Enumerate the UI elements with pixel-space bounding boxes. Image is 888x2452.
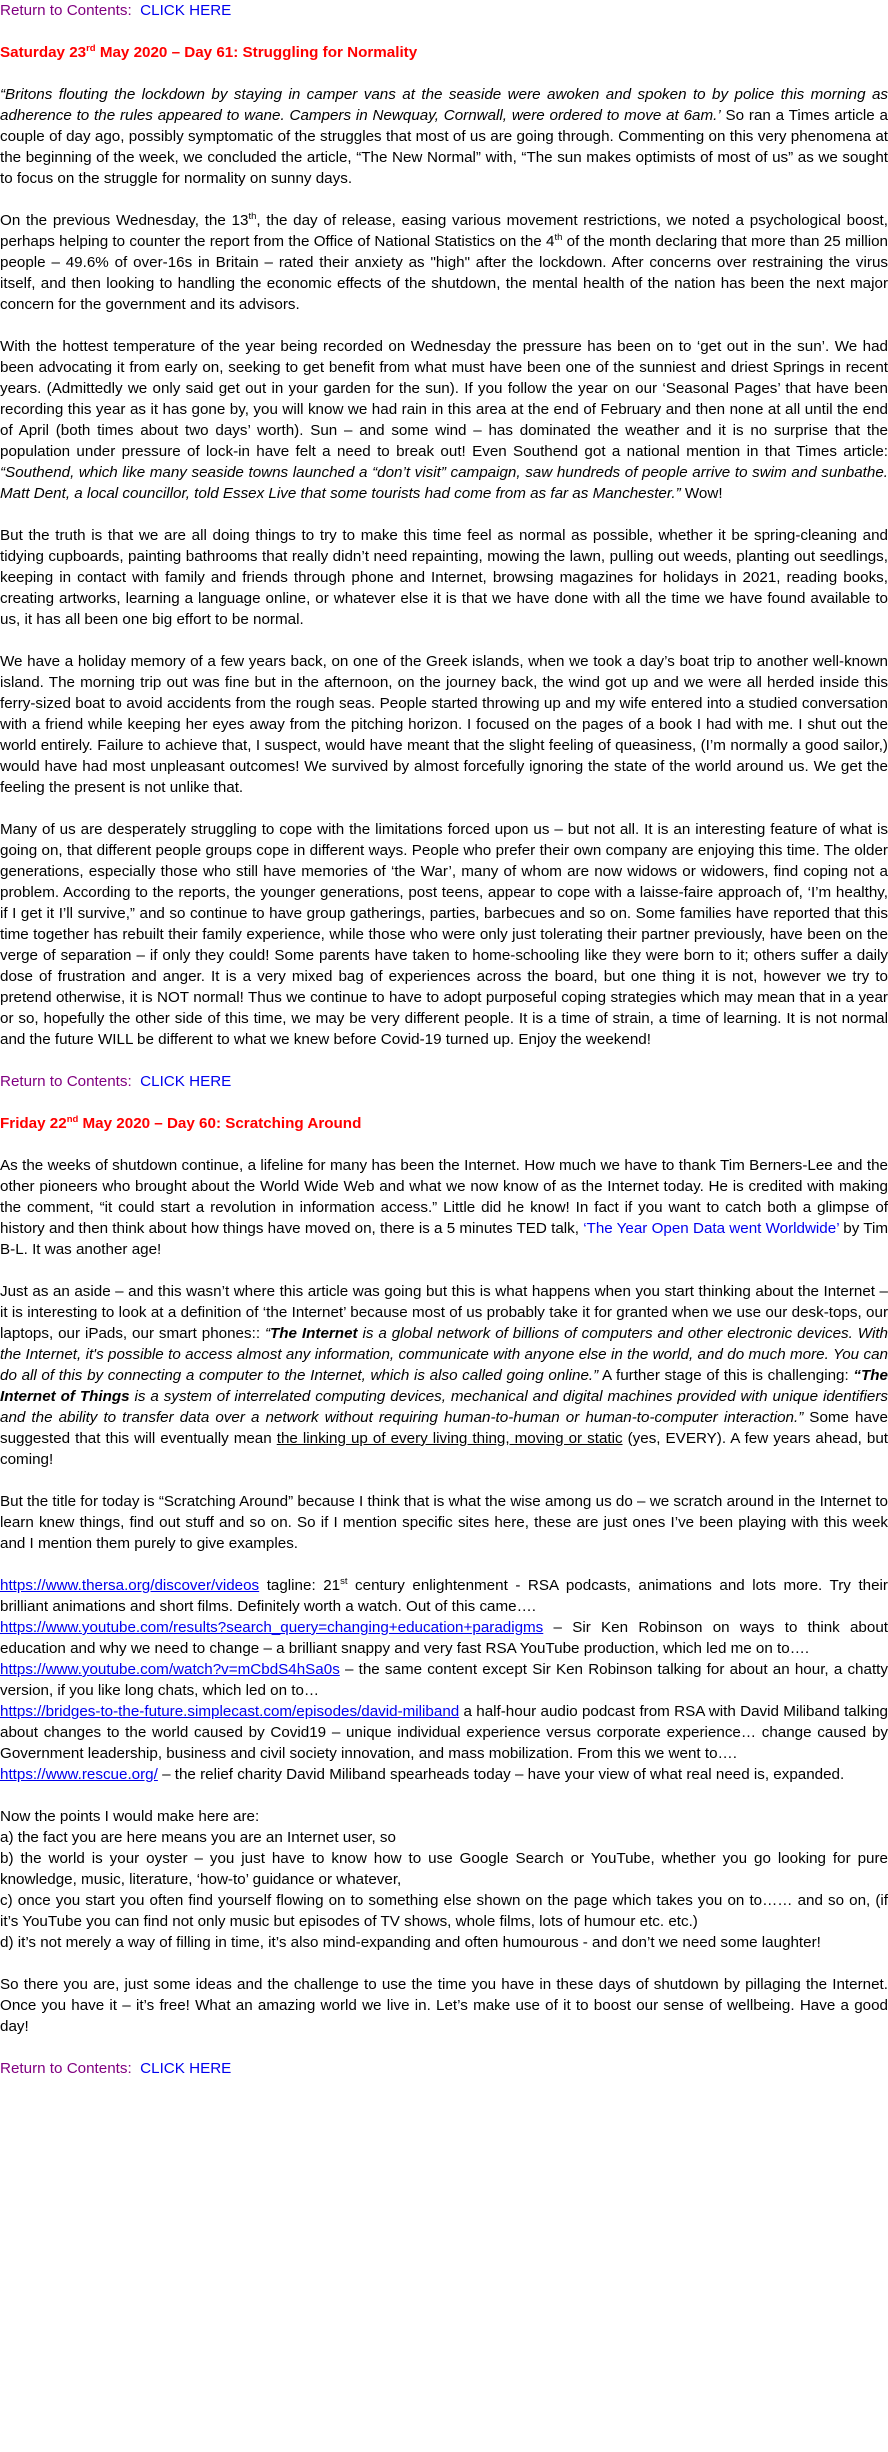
return-to-contents: Return to Contents: CLICK HERE — [0, 0, 888, 21]
document-page: Return to Contents: CLICK HERE Saturday … — [0, 0, 888, 2079]
day60-paragraph-1: As the weeks of shutdown continue, a lif… — [0, 1157, 888, 1258]
day61-paragraph-4: But the truth is that we are all doing t… — [0, 527, 888, 628]
list-item: a) the fact you are here means you are a… — [0, 1829, 396, 1846]
click-here-link[interactable]: CLICK HERE — [140, 2060, 232, 2077]
url-link[interactable]: https://www.thersa.org/discover/videos — [0, 1577, 260, 1594]
return-to-contents: Return to Contents: CLICK HERE — [0, 2058, 888, 2079]
link-item-rescue: https://www.rescue.org/ – the relief cha… — [0, 1766, 845, 1783]
list-item: c) once you start you often find yoursel… — [0, 1892, 888, 1930]
day60-paragraph-2: Just as an aside – and this wasn’t where… — [0, 1283, 888, 1468]
list-item: d) it’s not merely a way of filling in t… — [0, 1934, 821, 1951]
day61-paragraph-2: On the previous Wednesday, the 13th, the… — [0, 210, 888, 313]
day60-closing: So there you are, just some ideas and th… — [0, 1976, 888, 2035]
click-here-link[interactable]: CLICK HERE — [140, 1073, 232, 1090]
entry-title-day61: Saturday 23rd May 2020 – Day 61: Struggl… — [0, 42, 418, 61]
entry-title-day60: Friday 22nd May 2020 – Day 60: Scratchin… — [0, 1113, 362, 1132]
url-link[interactable]: https://www.rescue.org/ — [0, 1766, 158, 1783]
url-link[interactable]: https://bridges-to-the-future.simplecast… — [0, 1703, 460, 1720]
list-item: b) the world is your oyster – you just h… — [0, 1850, 888, 1888]
day61-paragraph-1: “Britons flouting the lockdown by stayin… — [0, 86, 888, 187]
url-link[interactable]: https://www.youtube.com/watch?v=mCbdS4hS… — [0, 1661, 340, 1678]
ted-talk-link[interactable]: ‘The Year Open Data went Worldwide’ — [583, 1220, 840, 1237]
day61-paragraph-3: With the hottest temperature of the year… — [0, 338, 888, 502]
points-list: a) the fact you are here means you are a… — [0, 1827, 888, 1953]
day61-paragraph-6: Many of us are desperately struggling to… — [0, 821, 888, 1048]
return-label: Return to Contents: — [0, 2060, 132, 2077]
link-item-podcast: https://bridges-to-the-future.simplecast… — [0, 1703, 888, 1762]
return-label: Return to Contents: — [0, 2, 132, 19]
link-item-rsa-videos: https://www.thersa.org/discover/videos t… — [0, 1575, 888, 1615]
click-here-link[interactable]: CLICK HERE — [140, 2, 232, 19]
return-to-contents: Return to Contents: CLICK HERE — [0, 1071, 888, 1092]
url-link[interactable]: https://www.youtube.com/results?search_q… — [0, 1619, 544, 1636]
return-label: Return to Contents: — [0, 1073, 132, 1090]
day61-paragraph-5: We have a holiday memory of a few years … — [0, 653, 888, 796]
link-item-youtube-watch: https://www.youtube.com/watch?v=mCbdS4hS… — [0, 1661, 888, 1699]
link-item-youtube-search: https://www.youtube.com/results?search_q… — [0, 1619, 888, 1657]
points-intro: Now the points I would make here are: — [0, 1808, 260, 1825]
day60-paragraph-3: But the title for today is “Scratching A… — [0, 1493, 888, 1552]
